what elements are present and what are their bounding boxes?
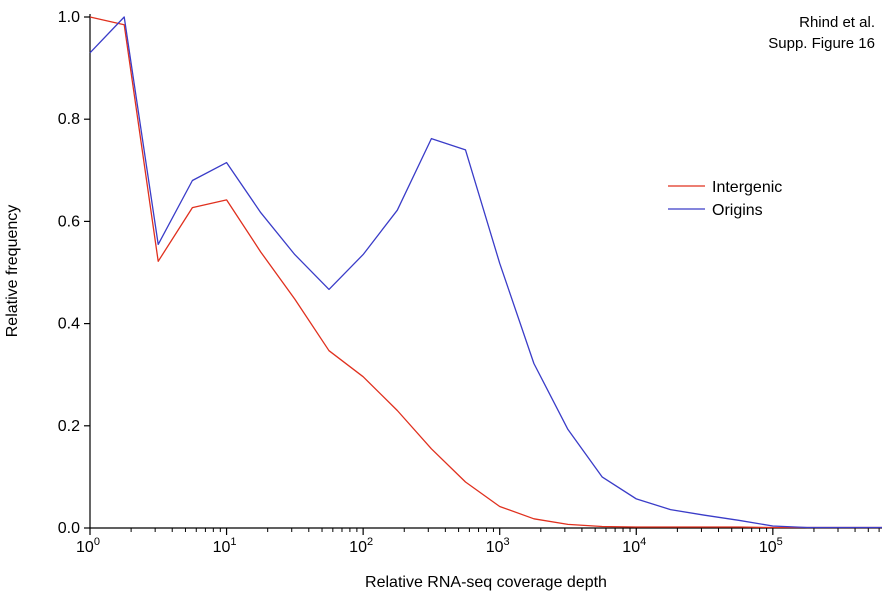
x-tick-label: 105 bbox=[759, 536, 783, 556]
legend-label-intergenic: Intergenic bbox=[712, 179, 782, 196]
series-line-origins bbox=[89, 16, 882, 529]
y-tick-label: 1.0 bbox=[58, 9, 80, 26]
x-tick-label: 100 bbox=[76, 536, 100, 556]
x-tick-exponent: 1 bbox=[230, 536, 236, 548]
legend: Intergenic Origins bbox=[668, 179, 782, 219]
x-tick-base: 10 bbox=[486, 539, 504, 556]
legend-label-origins: Origins bbox=[712, 202, 763, 219]
x-tick-exponent: 2 bbox=[367, 536, 373, 548]
series-layer bbox=[89, 16, 882, 529]
y-tick-label: 0.4 bbox=[58, 316, 80, 333]
x-tick-base: 10 bbox=[759, 539, 777, 556]
y-tick-label: 0.0 bbox=[58, 520, 80, 537]
x-ticks: 100 101 102 103 104 105 bbox=[76, 528, 880, 556]
x-tick-base: 10 bbox=[213, 539, 231, 556]
x-tick-label: 101 bbox=[213, 536, 237, 556]
x-axis-label: Relative RNA-seq coverage depth bbox=[365, 574, 607, 591]
y-ticks: 0.0 0.2 0.4 0.6 0.8 1.0 bbox=[58, 9, 90, 537]
x-tick-base: 10 bbox=[76, 539, 94, 556]
x-tick-exponent: 0 bbox=[94, 536, 100, 548]
x-tick-base: 10 bbox=[622, 539, 640, 556]
x-tick-label: 102 bbox=[349, 536, 373, 556]
x-tick-label: 104 bbox=[622, 536, 646, 556]
axes bbox=[89, 14, 882, 529]
x-tick-base: 10 bbox=[349, 539, 367, 556]
series-line-intergenic bbox=[89, 16, 882, 529]
y-tick-label: 0.2 bbox=[58, 418, 80, 435]
x-tick-exponent: 5 bbox=[777, 536, 783, 548]
x-tick-exponent: 4 bbox=[640, 536, 646, 548]
x-tick-label: 103 bbox=[486, 536, 510, 556]
x-tick-exponent: 3 bbox=[504, 536, 510, 548]
y-axis-label: Relative frequency bbox=[4, 205, 21, 338]
annotation-line-1: Rhind et al. bbox=[799, 14, 875, 31]
y-tick-label: 0.8 bbox=[58, 111, 80, 128]
annotation-line-2: Supp. Figure 16 bbox=[768, 35, 875, 52]
y-tick-label: 0.6 bbox=[58, 213, 80, 230]
